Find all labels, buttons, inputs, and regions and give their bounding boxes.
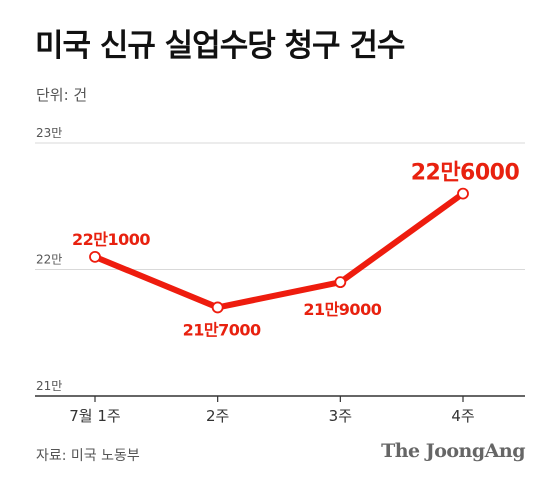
- y-tick-label: 22만: [36, 253, 62, 267]
- x-tick-label: 3주: [329, 407, 352, 425]
- x-tick-label: 4주: [451, 407, 474, 425]
- chart-title: 미국 신규 실업수당 청구 건수: [35, 28, 405, 64]
- x-tick-label: 7월 1주: [69, 407, 120, 425]
- y-tick-label: 21만: [36, 379, 62, 393]
- data-label: 21만9000: [303, 300, 381, 319]
- data-label: 22만6000: [411, 161, 520, 186]
- unit-label: 단위: 건: [36, 86, 88, 104]
- series-line: [92, 190, 466, 311]
- source-label: 자료: 미국 노동부: [36, 448, 140, 464]
- data-label: 22만1000: [72, 230, 150, 249]
- x-tick-label: 2주: [206, 407, 229, 425]
- data-point-marker: [89, 250, 101, 263]
- data-point-marker: [334, 276, 347, 289]
- publisher-logo: The JoongAng: [381, 440, 525, 462]
- data-label: 21만7000: [183, 320, 261, 339]
- y-tick-label: 23만: [36, 126, 62, 140]
- data-point-marker: [457, 187, 469, 200]
- data-point-marker: [211, 301, 224, 314]
